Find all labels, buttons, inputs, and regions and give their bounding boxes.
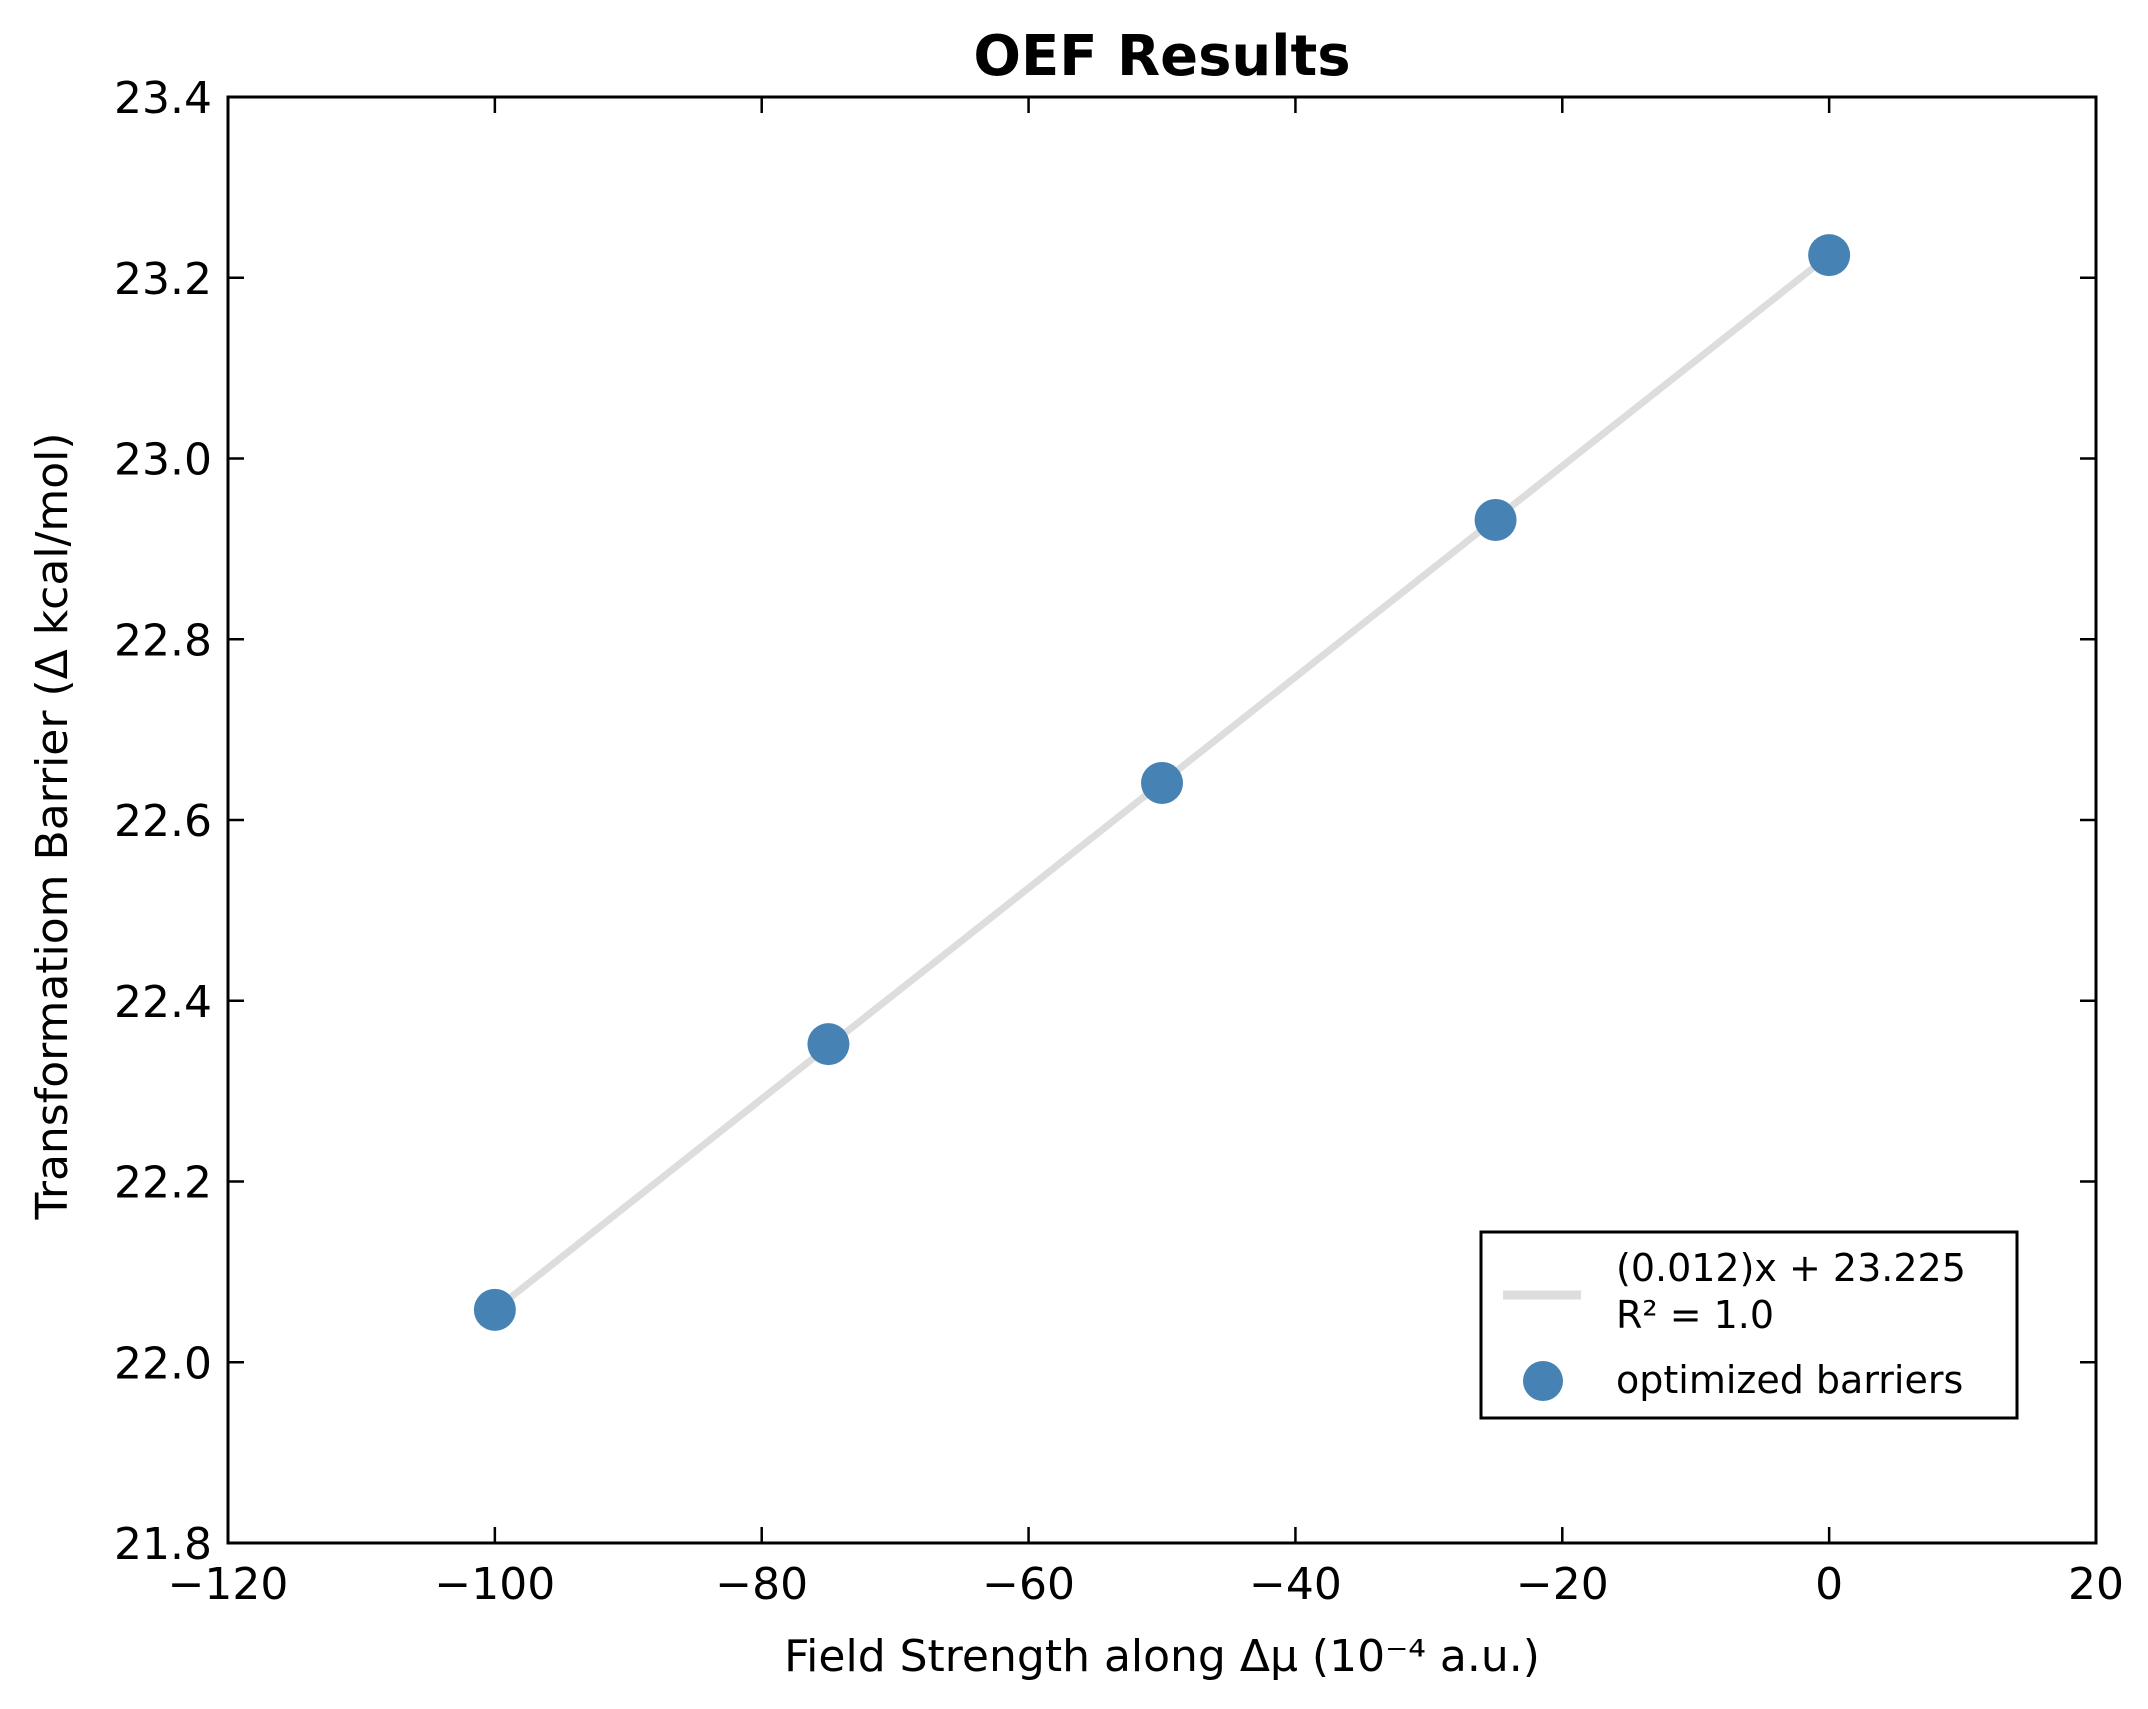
x-tick-label: 20 — [2068, 1559, 2124, 1610]
y-axis-title: Transformatiom Barrier (Δ kcal/mol) — [27, 432, 78, 1220]
x-tick-label: −40 — [1249, 1559, 1342, 1610]
y-tick-labels: 21.8 22.0 22.2 22.4 22.6 22.8 23.0 23.2 23.4 — [114, 73, 212, 1570]
scatter-point — [1474, 498, 1517, 541]
x-tick-label: −80 — [715, 1559, 808, 1610]
x-tick-label: −100 — [434, 1559, 555, 1610]
y-tick-label: 22.4 — [114, 977, 212, 1028]
y-tick-label: 23.4 — [114, 73, 212, 124]
y-tick-label: 22.6 — [114, 796, 212, 847]
x-tick-label: 0 — [1815, 1559, 1843, 1610]
y-tick-label: 21.8 — [114, 1519, 212, 1570]
scatter-points — [473, 234, 1851, 1331]
x-tick-label: −60 — [982, 1559, 1075, 1610]
legend-scatter-swatch — [1523, 1361, 1563, 1401]
y-tick-label: 22.8 — [114, 615, 212, 666]
x-tick-label: −120 — [168, 1559, 289, 1610]
legend-box — [1479, 1230, 2019, 1420]
x-tick-labels: −120 −100 −80 −60 −40 −20 0 20 — [168, 1559, 2124, 1610]
x-tick-label: −20 — [1516, 1559, 1609, 1610]
y-tick-label: 23.0 — [114, 435, 212, 486]
x-axis-title: Field Strength along Δμ (10⁻⁴ a.u.) — [784, 1631, 1540, 1682]
y-tick-label: 22.0 — [114, 1338, 212, 1389]
chart-title: OEF Results — [973, 24, 1350, 89]
y-tick-label: 23.2 — [114, 254, 212, 305]
legend-fit-label: (0.012)x + 23.225 — [1616, 1246, 1966, 1290]
scatter-point — [473, 1288, 516, 1331]
legend: (0.012)x + 23.225 R² = 1.0 optimized bar… — [1479, 1230, 2019, 1420]
plot-frame — [226, 95, 2098, 1545]
scatter-point — [807, 1023, 850, 1066]
scatter-point — [1808, 234, 1851, 277]
legend-scatter-label: optimized barriers — [1616, 1358, 1963, 1402]
y-tick-label: 22.2 — [114, 1158, 212, 1209]
legend-r2-label: R² = 1.0 — [1616, 1293, 1774, 1337]
scatter-point — [1141, 761, 1183, 804]
